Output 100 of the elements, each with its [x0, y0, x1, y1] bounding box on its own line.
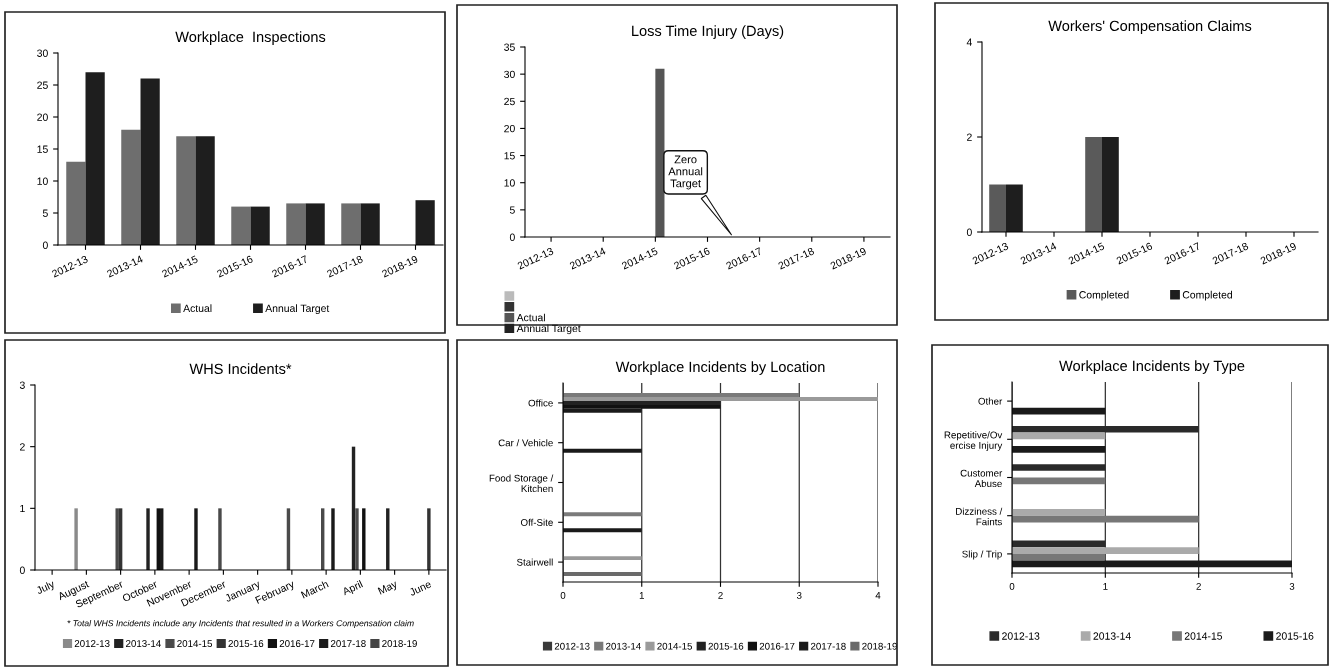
- bar: [140, 78, 160, 245]
- y-tick-label: 10: [504, 179, 515, 187]
- y-tick-label: 30: [504, 70, 515, 79]
- legend-label: 2017-18: [330, 640, 366, 647]
- bar: [1012, 547, 1199, 554]
- y-tick-label: Office: [528, 399, 553, 407]
- bar: [563, 448, 642, 453]
- y-tick-label: 35: [504, 43, 515, 51]
- x-tick-label: May: [377, 580, 399, 597]
- bar: [286, 203, 306, 245]
- y-tick-label: 30: [37, 49, 48, 57]
- x-tick-label: 0: [1009, 582, 1015, 590]
- y-tick-label: 3: [19, 381, 25, 389]
- y-tick-label: 4: [966, 38, 972, 46]
- legend-label: 2014-15: [177, 640, 213, 647]
- y-tick-label: 25: [504, 97, 515, 106]
- y-tick-label: Food Storage / Kitchen: [489, 474, 554, 493]
- y-tick-label: Stairwell: [516, 558, 553, 566]
- x-tick-label: 2: [718, 591, 723, 599]
- bar: [563, 512, 642, 517]
- y-tick-label: 10: [37, 177, 48, 185]
- legend-label: 2013-14: [126, 640, 161, 647]
- bar: [563, 400, 721, 405]
- legend-label: Annual Target: [265, 304, 330, 315]
- bar: [1012, 445, 1106, 453]
- bar: [121, 129, 141, 245]
- y-tick-label: Dizziness / Faints: [956, 507, 1003, 526]
- legend-label: 2012-13: [74, 640, 110, 647]
- bar: [231, 206, 251, 245]
- bar: [341, 203, 361, 245]
- y-tick-label: Slip / Trip: [962, 550, 1002, 560]
- bar: [360, 203, 380, 245]
- legend-label: 2015-16: [708, 642, 744, 650]
- y-tick-label: 0: [509, 233, 515, 241]
- legend-label: 2018-19: [382, 640, 417, 647]
- bar: [1012, 509, 1106, 516]
- x-tick-label: 3: [796, 591, 802, 599]
- annotation: Zero Annual Target: [668, 155, 703, 190]
- legend-label: 2014-15: [657, 642, 693, 650]
- legend-label: 2012-13: [554, 642, 590, 650]
- bar: [250, 206, 270, 245]
- chart-title: Workplace Incidents by Type: [1059, 360, 1245, 374]
- legend-label: 2016-17: [759, 642, 795, 650]
- text: * Total WHS Incidents include any Incidents that resulted in a Workers Compensation claim: [67, 619, 414, 628]
- legend-label: 2013-14: [1093, 632, 1131, 640]
- chart-title: Loss Time Injury (Days): [632, 25, 784, 39]
- bar: [563, 396, 878, 401]
- chart-title: WHS Incidents*: [189, 363, 292, 375]
- y-tick-label: 5: [509, 206, 515, 214]
- x-tick-label: April: [341, 580, 364, 598]
- x-tick-label: July: [35, 579, 57, 597]
- bar: [563, 392, 800, 397]
- bar: [563, 572, 642, 577]
- legend-label: 2013-14: [606, 642, 641, 650]
- bar: [1012, 553, 1106, 561]
- x-tick-label: 4: [875, 592, 881, 599]
- y-tick-label: 20: [504, 124, 515, 133]
- y-tick-label: Other: [978, 397, 1003, 405]
- bar: [195, 136, 215, 245]
- x-tick-label: 1: [639, 592, 644, 599]
- y-tick-label: 1: [20, 504, 25, 513]
- y-tick-label: 20: [37, 113, 48, 121]
- x-tick-label: 3: [1289, 582, 1295, 590]
- bar: [563, 528, 642, 533]
- y-tick-label: 25: [37, 81, 48, 89]
- chart-title: Workplace Incidents by Location: [615, 361, 825, 375]
- x-tick-label: March: [300, 580, 329, 599]
- legend-label: 2016-17: [279, 640, 315, 647]
- bar: [305, 203, 325, 245]
- chart-title: Workplace Inspections: [175, 31, 326, 45]
- bar: [563, 556, 642, 561]
- y-tick-label: 0: [19, 566, 25, 574]
- y-tick-label: 0: [966, 228, 972, 236]
- bar: [415, 200, 435, 245]
- y-tick-label: Customer Abuse: [960, 469, 1003, 488]
- x-tick-label: 1: [1103, 583, 1108, 590]
- legend-label: 2014-15: [1184, 632, 1223, 640]
- legend-label: Annual Target: [516, 324, 581, 335]
- bar: [563, 404, 721, 409]
- legend-label: Actual: [516, 313, 545, 322]
- legend-label: 2017-18: [810, 642, 846, 650]
- y-tick-label: 2: [967, 133, 972, 141]
- legend-label: Actual: [183, 304, 212, 312]
- y-tick-label: 15: [37, 145, 48, 153]
- y-tick-label: 5: [42, 209, 48, 217]
- y-tick-label: Car / Vehicle: [498, 439, 553, 447]
- x-tick-label: 0: [560, 591, 566, 599]
- x-tick-label: June: [408, 580, 432, 597]
- legend-label: 2012-13: [1002, 632, 1040, 640]
- legend-label: 2015-16: [1276, 632, 1314, 640]
- chart-title: Workers' Compensation Claims: [1048, 20, 1252, 34]
- legend-label: 2015-16: [228, 640, 264, 647]
- y-tick-label: Repetitive/Ov ercise Injury: [944, 431, 1003, 451]
- bar: [66, 161, 86, 245]
- y-tick-label: 15: [504, 152, 515, 160]
- bar: [85, 72, 105, 245]
- bar: [1012, 477, 1106, 485]
- x-tick-label: 2: [1196, 582, 1201, 590]
- bar: [176, 136, 196, 245]
- legend-label: Completed: [1079, 290, 1129, 301]
